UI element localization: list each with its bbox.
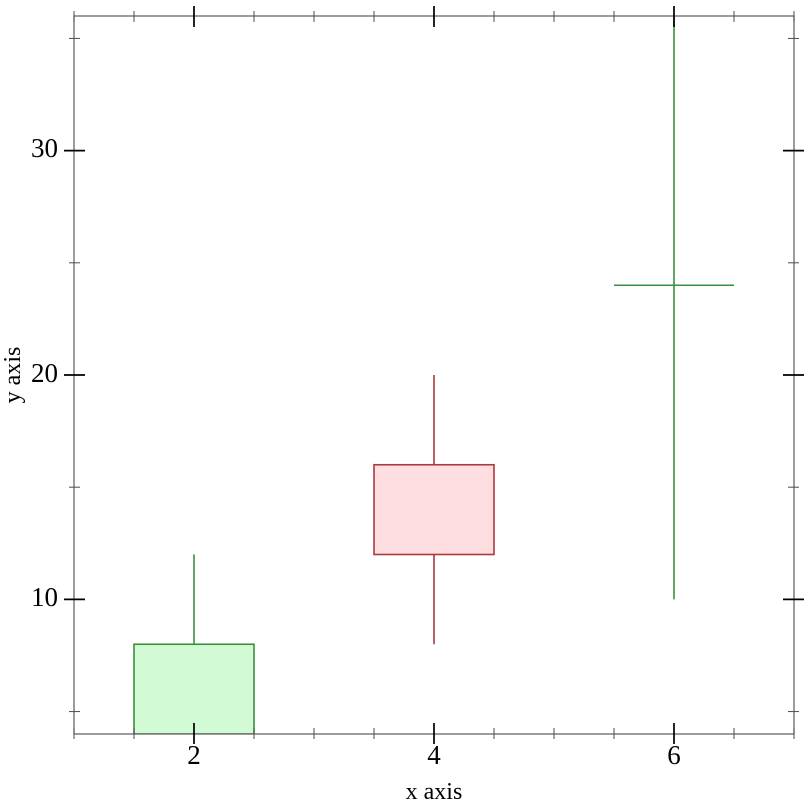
svg-text:10: 10	[31, 582, 58, 612]
svg-text:4: 4	[427, 740, 441, 770]
svg-text:2: 2	[187, 740, 201, 770]
svg-text:20: 20	[31, 358, 58, 388]
svg-text:6: 6	[667, 740, 681, 770]
svg-text:x axis: x axis	[406, 779, 463, 805]
svg-text:y axis: y axis	[0, 347, 26, 404]
svg-text:30: 30	[31, 133, 58, 163]
